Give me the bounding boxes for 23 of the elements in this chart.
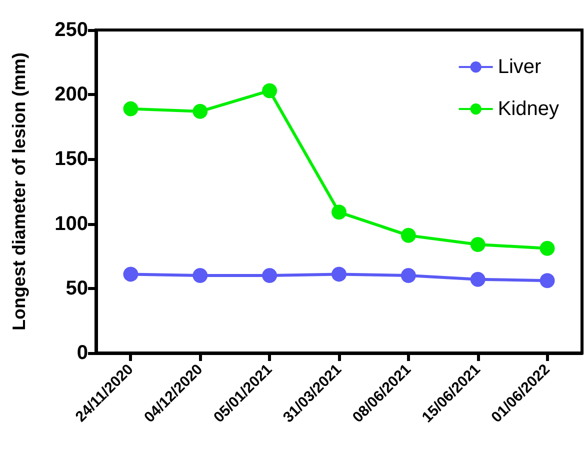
y-tick-label: 200: [54, 84, 88, 106]
y-tick-label: 50: [66, 277, 88, 300]
point: [123, 101, 138, 116]
point: [400, 268, 416, 283]
point: [192, 268, 208, 283]
point: [262, 268, 278, 283]
y-tick-label: 250: [54, 19, 88, 41]
y-tick-label: 0: [76, 342, 88, 364]
point: [540, 273, 555, 288]
point: [470, 272, 486, 287]
y-tick-label: 100: [54, 212, 88, 235]
point: [262, 83, 278, 98]
y-axis-title: Longest diameter of lesion (mm): [9, 52, 29, 331]
legend-label: Liver: [498, 56, 542, 78]
point: [400, 228, 416, 243]
point: [332, 266, 346, 282]
point: [470, 236, 486, 252]
point: [332, 204, 346, 220]
point: [540, 240, 555, 256]
y-tick-label: 150: [54, 148, 88, 170]
legend-label: Kidney: [498, 98, 560, 120]
point: [192, 104, 208, 119]
point: [123, 266, 138, 282]
